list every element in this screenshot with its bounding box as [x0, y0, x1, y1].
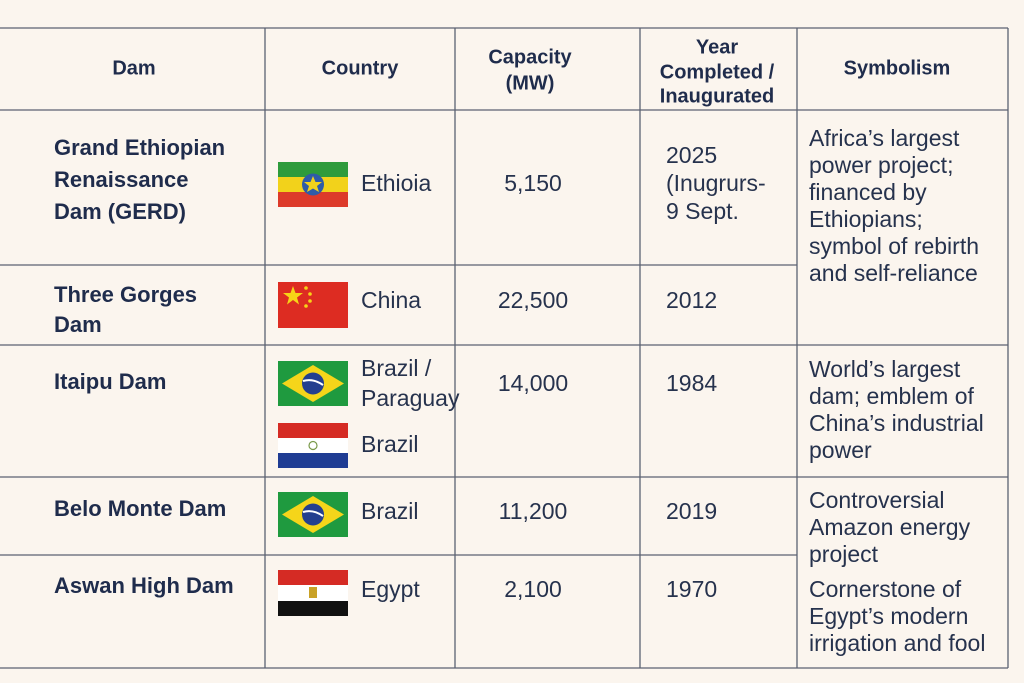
symbolism: Amazon energy — [809, 514, 971, 540]
dam-name: Belo Monte Dam — [54, 496, 226, 521]
flag-part — [302, 379, 324, 386]
year: 2019 — [666, 498, 717, 524]
capacity: 11,200 — [499, 498, 568, 524]
symbolism: and self-reliance — [809, 260, 978, 286]
year: (Inugrurs- — [666, 170, 766, 196]
flag-part — [302, 503, 324, 526]
flag-part — [302, 372, 324, 395]
year: 1970 — [666, 576, 717, 602]
flag-part — [283, 286, 303, 305]
flag-part — [302, 510, 324, 517]
capacity: 22,500 — [498, 287, 568, 313]
year: 9 Sept. — [666, 198, 739, 224]
header-cell: Symbolism — [844, 57, 951, 79]
symbolism: project — [809, 541, 879, 567]
capacity: 2,100 — [504, 576, 562, 602]
capacity: 5,150 — [504, 170, 562, 196]
flag-part — [278, 282, 348, 328]
symbolism: Egypt’s modern — [809, 603, 968, 629]
country-name: China — [361, 287, 421, 313]
flag-part — [278, 162, 348, 177]
symbolism: Africa’s largest — [809, 125, 960, 151]
header-cell: Dam — [112, 57, 155, 79]
header-cell: Capacity — [488, 46, 572, 68]
dam-name: Aswan High Dam — [54, 573, 234, 598]
dam-name: Renaissance — [54, 167, 189, 192]
symbolism: power — [809, 437, 872, 463]
country-name: Paraguay — [361, 385, 460, 411]
flag — [278, 492, 348, 537]
flag-part — [308, 440, 318, 451]
symbolism: dam; emblem of — [809, 383, 975, 409]
year: 1984 — [666, 370, 717, 396]
header-cell: Country — [322, 57, 400, 79]
country-name: Egypt — [361, 576, 420, 602]
symbolism: Ethiopians; — [809, 206, 923, 232]
flag-part — [278, 438, 348, 453]
flag-part — [278, 192, 348, 207]
flag-part — [304, 286, 308, 290]
flag-part — [278, 453, 348, 468]
symbolism: World’s largest — [809, 356, 961, 382]
dam-name: Three Gorges — [54, 282, 197, 307]
flag — [278, 162, 348, 207]
dam-name: Dam (GERD) — [54, 199, 186, 224]
flag — [278, 570, 348, 616]
flag — [278, 282, 348, 328]
year: 2012 — [666, 287, 717, 313]
capacity: 14,000 — [498, 370, 568, 396]
flag-part — [309, 587, 317, 598]
flag-part — [278, 570, 348, 585]
symbolism: irrigation and fool — [809, 630, 985, 656]
flag-part — [304, 176, 322, 192]
symbolism: Cornerstone of — [809, 576, 962, 602]
dam-name: Grand Ethiopian — [54, 135, 225, 160]
country-name: Ethioia — [361, 170, 432, 196]
flag-part — [278, 423, 348, 438]
header-cell: Inaugurated — [660, 85, 774, 107]
country-name: Brazil — [361, 498, 419, 524]
symbolism: power project; — [809, 152, 953, 178]
symbolism: financed by — [809, 179, 927, 205]
flag-part — [308, 299, 312, 303]
year: 2025 — [666, 142, 717, 168]
flag — [278, 361, 348, 406]
flag — [278, 423, 348, 468]
dam-name: Dam — [54, 312, 102, 337]
flag-part — [308, 292, 312, 296]
country-name: Brazil / — [361, 355, 432, 381]
symbolism: Controversial — [809, 487, 945, 513]
symbolism: symbol of rebirth — [809, 233, 979, 259]
header-cell: (MW) — [506, 72, 555, 94]
symbolism: China’s industrial — [809, 410, 984, 436]
country-name: Brazil — [361, 431, 419, 457]
header-cell: Year — [696, 36, 738, 58]
flag-part — [278, 601, 348, 616]
header-cell: Completed / — [660, 61, 775, 83]
dam-name: Itaipu Dam — [54, 369, 166, 394]
flag-part — [304, 304, 308, 308]
